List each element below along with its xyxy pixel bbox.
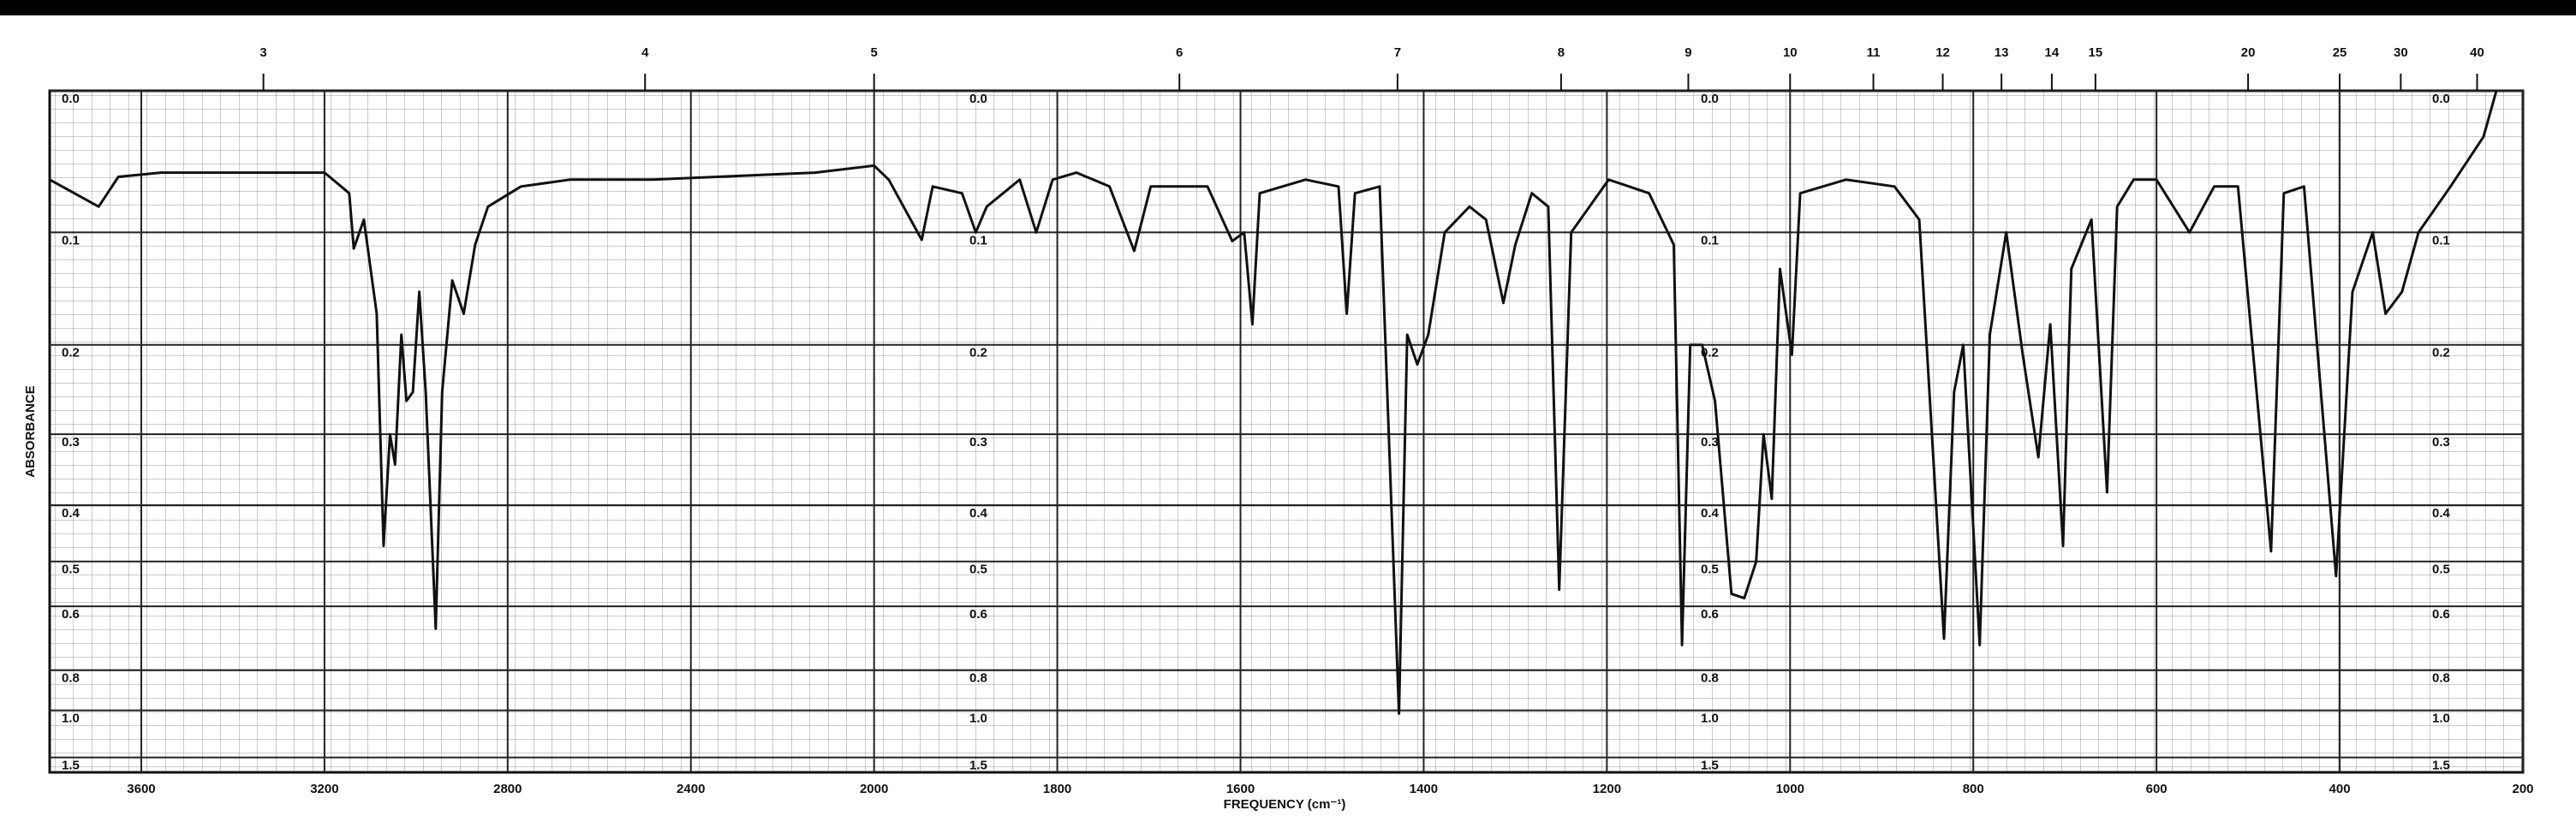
x2-tick-label: 15 [2088, 45, 2102, 60]
y-tick-label: 0.1 [62, 233, 80, 247]
x-tick-label: 200 [2512, 782, 2533, 796]
x-tick-label: 1600 [1226, 782, 1255, 796]
y-tick-label: 1.0 [62, 712, 80, 726]
y-tick-label: 0.6 [62, 607, 80, 622]
y-axis-label: ABSORBANCE [23, 385, 38, 478]
x2-tick-label: 10 [1783, 45, 1798, 60]
y-tick-label: 1.0 [1701, 712, 1719, 726]
x-tick-label: 400 [2329, 782, 2351, 796]
y-tick-label: 0.6 [1701, 607, 1719, 622]
y-tick-label: 1.5 [62, 759, 80, 773]
y-tick-label: 0.1 [969, 233, 987, 247]
y-tick-label: 0.6 [969, 607, 987, 622]
x2-tick-label: 5 [870, 45, 877, 60]
y-tick-label: 1.5 [2432, 759, 2450, 773]
x2-tick-label: 14 [2045, 45, 2060, 60]
y-tick-label: 0.2 [62, 346, 80, 360]
x2-tick-label: 13 [1995, 45, 2009, 60]
y-tick-label: 0.8 [62, 671, 80, 686]
y-tick-label: 0.1 [2432, 233, 2450, 247]
x-axis-label: FREQUENCY (cm⁻¹) [1224, 797, 1346, 812]
y-tick-label: 0.5 [1701, 563, 1719, 577]
y-tick-label: 0.3 [1701, 435, 1719, 450]
y-tick-label: 0.8 [2432, 671, 2450, 686]
x-tick-label: 600 [2146, 782, 2168, 796]
y-tick-label: 0.2 [2432, 346, 2450, 360]
x-tick-label: 1000 [1776, 782, 1804, 796]
x-tick-label: 3600 [127, 782, 155, 796]
y-tick-label: 0.5 [62, 563, 80, 577]
x2-tick-label: 9 [1685, 45, 1691, 60]
x2-tick-label: 6 [1176, 45, 1183, 60]
y-tick-label: 0.0 [1701, 92, 1719, 106]
x-tick-label: 3200 [310, 782, 338, 796]
y-tick-label: 0.3 [2432, 435, 2450, 450]
y-tick-label: 0.1 [1701, 233, 1719, 247]
x-tick-label: 1800 [1043, 782, 1071, 796]
y-tick-label: 0.6 [2432, 607, 2450, 622]
spectrum-line [49, 90, 2498, 715]
y-tick-label: 0.0 [2432, 92, 2450, 106]
x2-tick-label: 3 [259, 45, 266, 60]
y-tick-label: 1.5 [1701, 759, 1719, 773]
x-tick-label: 800 [1963, 782, 1984, 796]
x2-tick-label: 12 [1935, 45, 1950, 60]
y-tick-label: 0.5 [969, 563, 987, 577]
x-tick-label: 1400 [1410, 782, 1438, 796]
x2-tick-label: 20 [2241, 45, 2256, 60]
y-tick-label: 0.5 [2432, 563, 2450, 577]
y-tick-label: 0.8 [969, 671, 987, 686]
y-tick-label: 0.2 [969, 346, 987, 360]
y-tick-label: 0.3 [62, 435, 80, 450]
x2-tick-label: 25 [2333, 45, 2347, 60]
y-tick-label: 0.8 [1701, 671, 1719, 686]
x-tick-label: 2800 [493, 782, 522, 796]
x2-tick-label: 30 [2394, 45, 2408, 60]
y-tick-label: 0.0 [969, 92, 987, 106]
y-tick-label: 0.3 [969, 435, 987, 450]
x-tick-label: 2400 [677, 782, 705, 796]
top-band [0, 0, 2576, 15]
y-tick-label: 0.4 [1701, 506, 1720, 521]
fine-grid [50, 91, 2523, 772]
y-tick-label: 0.4 [969, 506, 988, 521]
x-tick-label: 2000 [860, 782, 888, 796]
y-tick-label: 0.4 [2432, 506, 2451, 521]
y-tick-label: 0.4 [62, 506, 80, 521]
x2-tick-label: 4 [641, 45, 649, 60]
x2-tick-label: 40 [2470, 45, 2484, 60]
x2-tick-label: 7 [1394, 45, 1401, 60]
x-tick-label: 1200 [1593, 782, 1621, 796]
x2-tick-label: 11 [1867, 45, 1881, 60]
x2-tick-label: 8 [1558, 45, 1565, 60]
y-tick-label: 1.5 [969, 759, 987, 773]
y-tick-label: 1.0 [2432, 712, 2450, 726]
y-tick-label: 0.0 [62, 92, 80, 106]
y-tick-label: 1.0 [969, 712, 987, 726]
